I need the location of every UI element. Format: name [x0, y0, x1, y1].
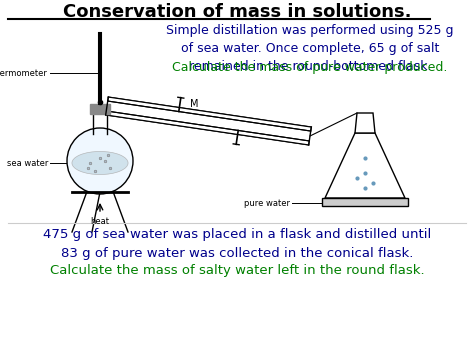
- Polygon shape: [106, 111, 309, 145]
- Text: Conservation of mass in solutions.: Conservation of mass in solutions.: [63, 3, 411, 21]
- Text: sea water: sea water: [7, 158, 48, 167]
- Polygon shape: [322, 198, 408, 206]
- Text: 475 g of sea water was placed in a flask and distilled until
83 g of pure water : 475 g of sea water was placed in a flask…: [43, 228, 431, 260]
- Polygon shape: [90, 104, 110, 114]
- Polygon shape: [325, 133, 405, 198]
- Text: pure water: pure water: [244, 199, 290, 208]
- Polygon shape: [108, 97, 311, 131]
- Text: heat: heat: [91, 217, 109, 226]
- Ellipse shape: [72, 152, 128, 174]
- Text: Simple distillation was performed using 525 g
of sea water. Once complete, 65 g : Simple distillation was performed using …: [166, 24, 454, 73]
- Text: Calculate the mass of pure water produced.: Calculate the mass of pure water produce…: [173, 61, 447, 74]
- Text: thermometer: thermometer: [0, 69, 48, 78]
- Circle shape: [67, 128, 133, 194]
- Text: Calculate the mass of salty water left in the round flask.: Calculate the mass of salty water left i…: [50, 264, 424, 277]
- Text: M: M: [190, 99, 199, 109]
- Polygon shape: [355, 113, 375, 133]
